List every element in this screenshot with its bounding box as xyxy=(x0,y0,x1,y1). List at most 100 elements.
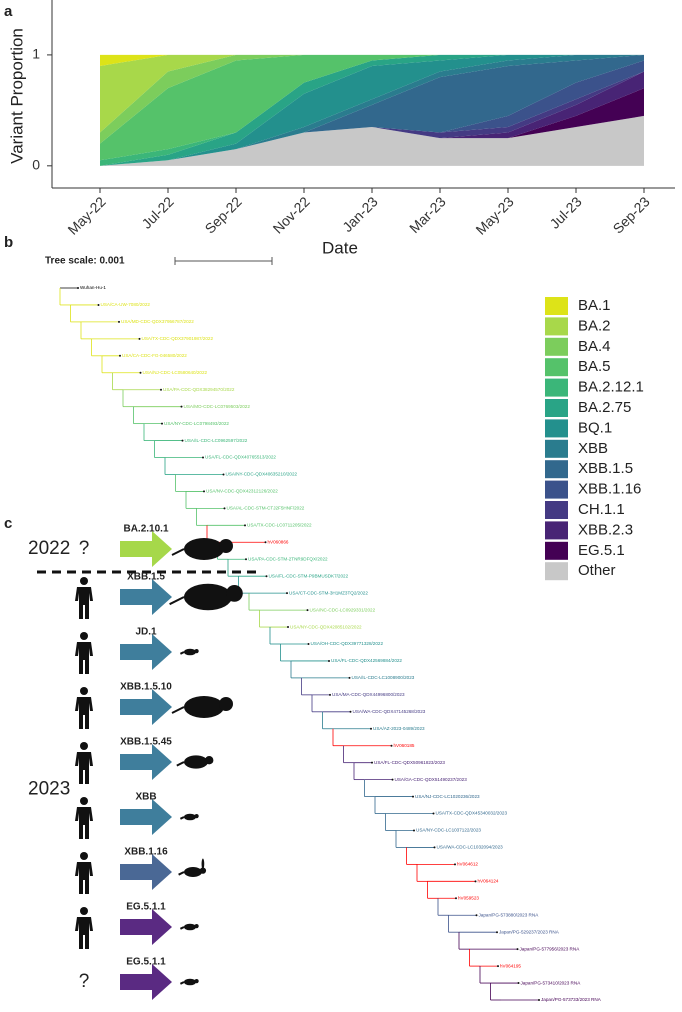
tree-tip xyxy=(454,863,456,866)
human-icon xyxy=(80,742,88,750)
human-icon xyxy=(80,632,88,640)
tree-tip xyxy=(412,795,414,798)
x-tick-label: Jan-23 xyxy=(339,193,381,235)
transmission-arrow xyxy=(120,579,172,615)
leaf-label: USA/PA-CDC-QDX38294570/2022 xyxy=(163,387,235,392)
human-icon xyxy=(75,862,93,894)
tree-scale: Tree scale: 0.001 xyxy=(45,256,125,267)
animal-icon xyxy=(176,761,185,767)
tree-tip xyxy=(222,473,225,476)
tree-tip xyxy=(391,778,394,781)
tree-tip xyxy=(307,643,310,645)
x-tick-label: Mar-23 xyxy=(406,193,449,236)
tree-tip xyxy=(538,999,540,1001)
animal-icon xyxy=(184,696,224,718)
x-tick-label: Sep-23 xyxy=(609,193,652,236)
leaf-label: USA/FL-CDC-STM-P9BMUSDK7/2022 xyxy=(269,573,349,578)
leaf-label: USA/TX-CDC-QDX37901987/2022 xyxy=(142,336,214,341)
tree-tip xyxy=(517,982,520,985)
tree-tip xyxy=(413,829,415,832)
panel-label: a xyxy=(4,3,13,20)
legend-swatch xyxy=(545,460,568,479)
year-label: 2023 xyxy=(28,779,70,800)
human-icon xyxy=(75,642,93,674)
leaf-label: USA/MA-CDC-QDX44996800/2023 xyxy=(332,692,405,697)
legend-swatch xyxy=(545,541,568,560)
lineage-label: BA.2.10.1 xyxy=(123,524,168,535)
panel-label: c xyxy=(4,515,12,532)
leaf-label: USA/FL-CDC-QDX50961823/2023 xyxy=(374,760,445,765)
tree-tip xyxy=(118,320,120,323)
legend-label: BA.2.12.1 xyxy=(578,379,644,396)
human-icon xyxy=(80,797,88,805)
legend-label: BA.4 xyxy=(578,338,611,355)
tree-tip xyxy=(202,456,204,459)
tree-tip xyxy=(244,524,246,527)
x-tick-label: Sep-22 xyxy=(201,193,244,236)
tree-tip xyxy=(139,371,142,374)
animal-icon xyxy=(184,648,196,656)
tree-tip xyxy=(160,388,162,391)
legend-swatch xyxy=(545,521,568,540)
legend-swatch xyxy=(545,337,568,356)
tree-tip xyxy=(474,880,477,883)
animal-icon xyxy=(179,926,185,930)
human-icon xyxy=(80,687,88,695)
leaf-label: USA/OH-CDC-QDX39771328/2022 xyxy=(311,641,384,646)
leaf-label: USA/NY-CDC-QDX42085102/2022 xyxy=(290,624,362,629)
animal-icon xyxy=(199,867,207,874)
leaf-label: USA/MO-CDC-LC0769503/2022 xyxy=(184,404,251,409)
lineage-label: XBB.1.5.10 xyxy=(120,682,172,693)
animal-icon xyxy=(178,871,185,876)
leaf-label: USA/AZ-2023-0489/2023 xyxy=(373,726,425,731)
leaf-label: Japan/PG-573880/2023 RNA xyxy=(479,912,540,917)
animal-icon xyxy=(194,649,199,654)
animal-icon xyxy=(179,651,185,655)
animal-icon xyxy=(226,585,243,602)
animal-icon xyxy=(194,814,199,819)
x-tick-label: Jul-23 xyxy=(546,193,584,231)
animal-icon xyxy=(184,755,208,769)
leaf-label: Japan/PG-573410/2023 RNA xyxy=(521,980,582,985)
year-label: 2022 xyxy=(28,538,70,559)
human-icon xyxy=(80,577,88,585)
tree-tip xyxy=(349,710,352,713)
transmission-arrow xyxy=(120,634,172,670)
tree-tip xyxy=(161,422,163,425)
tree-tip xyxy=(433,846,436,849)
tree-tip xyxy=(496,931,498,934)
legend-label: BA.5 xyxy=(578,358,611,375)
leaf-label: hV059523 xyxy=(458,896,479,901)
legend-swatch xyxy=(545,297,568,315)
leaf-label: USA/PA-CDC-STM-2TNR9DFQX/2022 xyxy=(248,556,328,561)
human-icon xyxy=(75,807,93,839)
animal-icon xyxy=(194,979,199,984)
tree-tip xyxy=(329,693,331,696)
area xyxy=(100,54,644,66)
transmission-arrow xyxy=(120,689,172,725)
lineage-label: EG.5.1.1 xyxy=(126,902,166,913)
animal-icon xyxy=(169,596,185,606)
animal-icon xyxy=(184,538,224,560)
animal-icon xyxy=(194,924,199,929)
tree-tip xyxy=(348,676,351,679)
leaf-label: hV064612 xyxy=(457,862,478,867)
legend-swatch xyxy=(545,480,568,499)
tree-tip xyxy=(390,744,393,747)
animal-icon xyxy=(205,756,214,765)
human-icon xyxy=(75,587,93,619)
animal-icon xyxy=(184,867,202,877)
leaf-label: USA/NY-CDC-LC1037122/2023 xyxy=(416,828,481,833)
animal-icon xyxy=(184,978,196,986)
leaf-label: USA/FL-CDC-QDX40765513/2022 xyxy=(205,455,276,460)
leaf-label: Japan/PG-573733/2023 RNA xyxy=(541,997,602,1002)
legend-label: BQ.1 xyxy=(578,419,612,436)
human-icon xyxy=(80,907,88,915)
leaf-label: USA/AL-CDC-STM-CTJ2F5HNF/2022 xyxy=(227,506,305,511)
tree-tip xyxy=(119,354,121,357)
leaf-label: USA/NY-CDC-QDX40635210/2022 xyxy=(226,472,298,477)
animal-icon xyxy=(179,816,185,820)
legend-swatch xyxy=(545,439,568,458)
source-unknown: ? xyxy=(79,538,90,559)
legend-label: Other xyxy=(578,562,616,579)
